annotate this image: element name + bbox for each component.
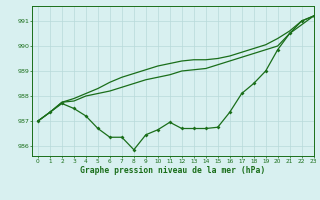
X-axis label: Graphe pression niveau de la mer (hPa): Graphe pression niveau de la mer (hPa) xyxy=(80,166,265,175)
